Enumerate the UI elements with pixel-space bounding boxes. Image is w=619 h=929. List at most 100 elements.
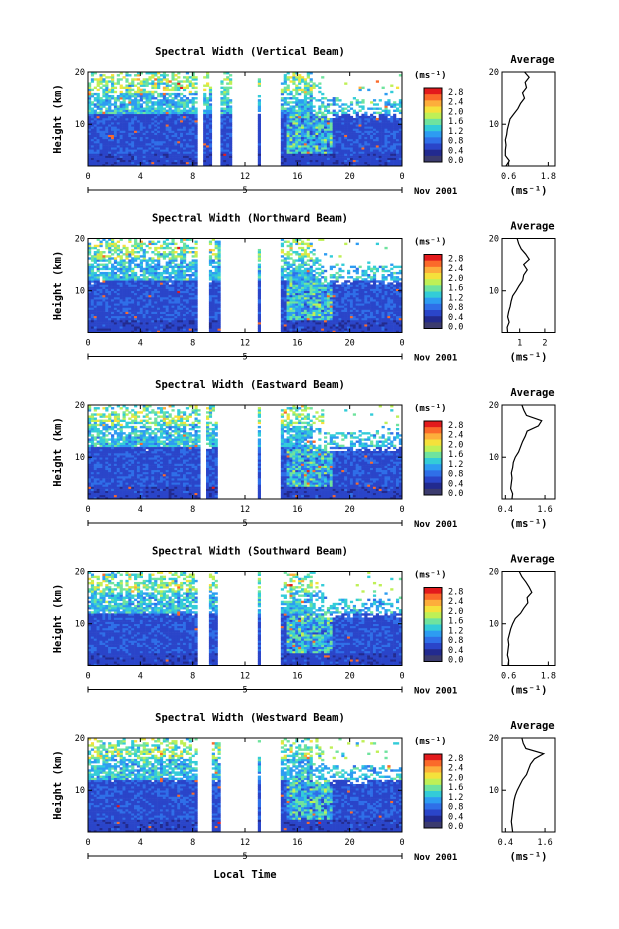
heatmap-cell: [116, 99, 120, 102]
heatmap-cell: [113, 307, 118, 310]
heatmap-cell: [90, 130, 95, 133]
heatmap-cell: [318, 145, 322, 148]
heatmap-cell: [174, 284, 178, 287]
heatmap-cell: [113, 117, 118, 121]
heatmap-cell: [113, 124, 118, 127]
heatmap-cell: [165, 149, 169, 152]
heatmap-cell: [378, 111, 382, 115]
heatmap-cell: [398, 157, 403, 161]
heatmap-cell: [226, 72, 230, 75]
colorbar-tick-label: 2.0: [448, 107, 463, 117]
heatmap-cell: [208, 305, 213, 308]
heatmap-cell: [214, 282, 218, 285]
heatmap-cell: [151, 115, 155, 119]
heatmap-cell: [283, 269, 287, 273]
heatmap-cell: [157, 286, 161, 289]
heatmap-cell: [139, 303, 143, 306]
heatmap-cell: [387, 103, 391, 106]
heatmap-cell: [142, 294, 146, 298]
heatmap-cell: [105, 276, 109, 279]
heatmap-cell: [257, 109, 261, 112]
heatmap-cell: [157, 103, 161, 106]
heatmap-cell: [177, 292, 181, 296]
heatmap-cell: [131, 78, 135, 81]
heatmap-cell: [208, 105, 213, 108]
heatmap-cell: [96, 251, 100, 254]
heatmap-cell: [162, 271, 167, 275]
heatmap-cell: [191, 111, 195, 115]
heatmap-cell: [395, 126, 400, 129]
heatmap-cell: [332, 136, 336, 140]
heatmap-cell: [168, 94, 172, 98]
heatmap-cell: [344, 113, 348, 117]
heatmap-cell: [180, 303, 184, 306]
heatmap-cell: [151, 80, 155, 83]
heatmap-cell: [139, 94, 143, 98]
heatmap-cell: [165, 145, 169, 148]
colorbar-swatch: [424, 125, 442, 132]
heatmap-cell: [102, 255, 106, 258]
heatmap-cell: [90, 319, 95, 323]
heatmap-cell: [208, 147, 213, 150]
heatmap-cell: [301, 157, 305, 161]
heatmap-cell: [220, 161, 224, 165]
heatmap-cell: [188, 238, 192, 241]
heatmap-cell: [191, 140, 195, 144]
heatmap-cell: [185, 86, 190, 90]
heatmap-cell: [217, 296, 221, 300]
heatmap-cell: [108, 88, 112, 92]
heatmap-cell: [286, 311, 290, 314]
heatmap-cell: [136, 301, 141, 304]
heatmap-cell: [171, 269, 175, 273]
heatmap-cell: [151, 84, 155, 87]
heatmap-cell: [393, 163, 397, 167]
heatmap-cell: [148, 101, 152, 104]
heatmap-cell: [332, 159, 336, 163]
heatmap-cell: [211, 265, 215, 269]
heatmap-cell: [286, 305, 290, 308]
heatmap-cell: [105, 240, 109, 243]
heatmap-cell: [148, 111, 152, 115]
heatmap-cell: [131, 111, 135, 115]
heatmap-cell: [361, 120, 365, 123]
heatmap-cell: [159, 276, 164, 279]
heatmap-cell: [102, 296, 106, 300]
heatmap-cell: [306, 103, 310, 106]
heatmap-cell: [142, 92, 146, 96]
heatmap-cell: [223, 122, 227, 125]
heatmap-cell: [185, 99, 190, 102]
heatmap-cell: [286, 317, 290, 321]
heatmap-cell: [344, 157, 348, 161]
heatmap-cell: [395, 161, 400, 165]
heatmap-cell: [142, 82, 146, 85]
heatmap-cell: [301, 107, 305, 110]
heatmap-cell: [96, 238, 100, 241]
heatmap-cell: [162, 88, 167, 92]
heatmap-cell: [157, 271, 161, 275]
heatmap-cell: [226, 103, 230, 106]
heatmap-cell: [364, 128, 368, 131]
colorbar-swatch: [424, 112, 442, 120]
heatmap-cell: [136, 296, 141, 300]
heatmap-cell: [324, 97, 328, 100]
heatmap-cell: [102, 143, 106, 146]
heatmap-cell: [99, 274, 103, 277]
heatmap-cell: [90, 107, 95, 110]
heatmap-cell: [318, 130, 322, 133]
heatmap-cell: [119, 303, 123, 306]
heatmap-cell: [128, 261, 132, 264]
heatmap-cell: [122, 147, 126, 150]
heatmap-cell: [367, 130, 371, 133]
heatmap-cell: [344, 132, 348, 135]
heatmap-cell: [191, 263, 195, 266]
heatmap-cell: [324, 151, 328, 154]
heatmap-cell: [289, 157, 293, 161]
heatmap-cell: [370, 128, 374, 131]
heatmap-cell: [125, 155, 129, 158]
heatmap-cell: [145, 120, 149, 123]
heatmap-cell: [203, 138, 207, 142]
heatmap-cell: [108, 261, 112, 264]
heatmap-cell: [312, 130, 316, 133]
heatmap-cell: [194, 307, 198, 310]
heatmap-cell: [105, 313, 109, 317]
